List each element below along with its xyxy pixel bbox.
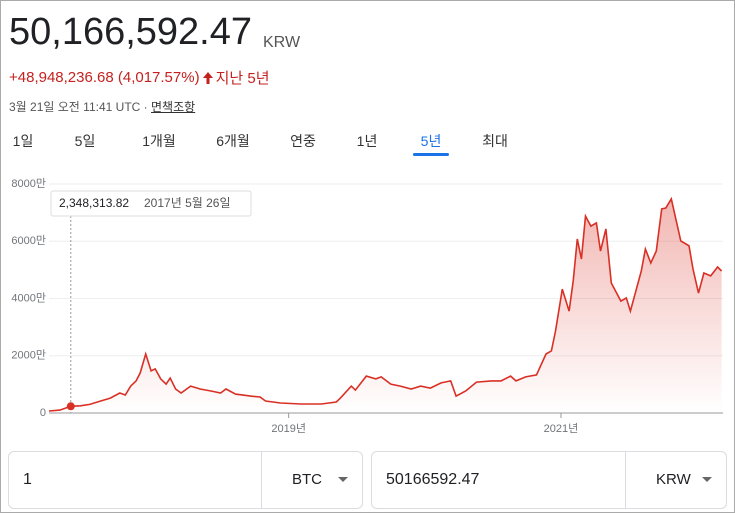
hover-dot xyxy=(66,402,75,411)
range-tab[interactable]: 1개월 xyxy=(142,133,176,149)
dropdown-arrow xyxy=(702,477,712,482)
date-row: 3월 21일 오전 11:41 UTC · 면책조항 xyxy=(9,98,195,115)
amount[interactable]: 1 xyxy=(23,471,32,488)
to-select[interactable]: KRW xyxy=(625,452,726,508)
selected-underline xyxy=(413,153,449,156)
tooltip-date: 2017년 5월 26일 xyxy=(144,196,231,210)
currency: KRW xyxy=(263,34,301,51)
date: 3월 21일 오전 11:41 UTC xyxy=(9,100,141,114)
dropdown-arrow xyxy=(338,477,348,482)
range-tab[interactable]: 1년 xyxy=(356,133,378,149)
x-tick-label: 2021년 xyxy=(544,422,579,435)
change: +48,948,236.68 (4,017.57%) xyxy=(9,69,200,86)
result[interactable]: 50166592.47 xyxy=(386,471,480,488)
result-box[interactable]: 50166592.47 KRW xyxy=(371,451,727,509)
x-tick-label: 2019년 xyxy=(271,422,306,435)
change-row: +48,948,236.68 (4,017.57%) 지난 5년 xyxy=(9,67,270,88)
range-tab[interactable]: 1일 xyxy=(12,133,34,149)
range-tab[interactable]: 6개월 xyxy=(216,133,250,149)
chart: 0 2000만 4000만 6000만 8000만 2019년 2021년 2,348,313… xyxy=(11,177,723,435)
range-tabs: 1일 5일 1개월 6개월 연중 1년 5년 최대 xyxy=(1,129,734,159)
range-tab[interactable]: 연중 xyxy=(290,133,316,149)
y-tick-label: 8000만 xyxy=(11,177,46,190)
area xyxy=(49,198,722,413)
price-line xyxy=(48,196,723,412)
amount-box[interactable]: 1 BTC xyxy=(8,451,363,509)
from-select[interactable]: BTC xyxy=(261,452,362,508)
y-tick-label: 2000만 xyxy=(11,349,46,362)
from-currency: BTC xyxy=(292,471,322,488)
to-currency: KRW xyxy=(656,471,691,488)
separator: · xyxy=(143,100,148,114)
range-tab[interactable]: 최대 xyxy=(482,133,508,149)
range-tab[interactable]: 5일 xyxy=(74,133,96,149)
y-tick-label: 4000만 xyxy=(11,291,46,304)
price: 50,166,592.47 xyxy=(9,11,253,53)
tooltip-value: 2,348,313.82 xyxy=(59,196,129,210)
up-arrow xyxy=(202,71,213,84)
y-tick-label: 0 xyxy=(40,407,46,419)
y-tick-label: 6000만 xyxy=(11,234,46,247)
disclaimer-link[interactable]: 면책조항 xyxy=(151,100,196,114)
range-tab[interactable]: 5년 xyxy=(420,133,442,149)
tooltip-box xyxy=(50,190,252,217)
period: 지난 5년 xyxy=(215,70,270,87)
